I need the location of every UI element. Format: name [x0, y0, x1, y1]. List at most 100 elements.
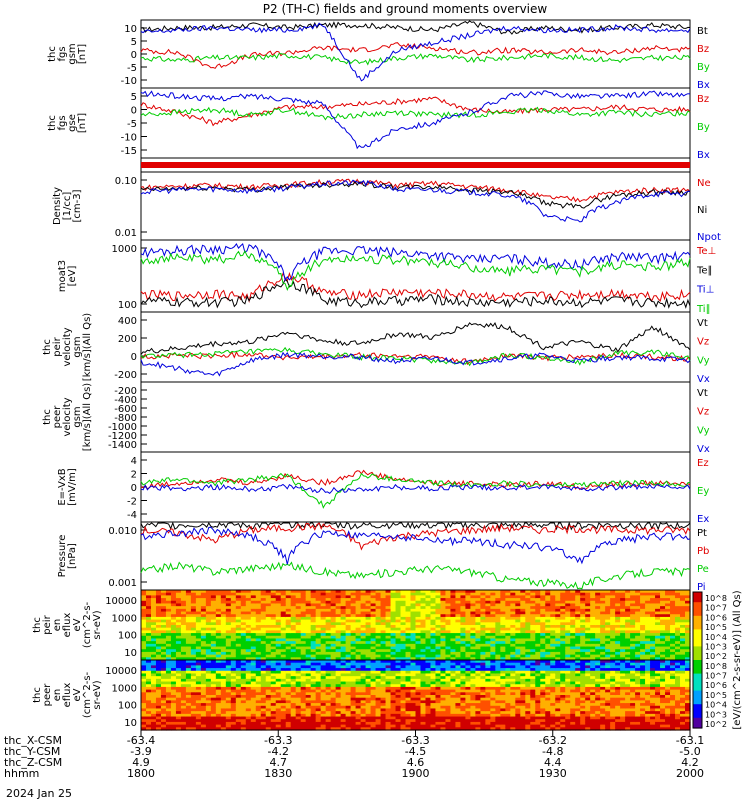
spectrogram-cell	[275, 611, 282, 615]
spectrogram-cell	[245, 665, 252, 669]
spectrogram-cell	[260, 678, 267, 683]
spectrogram-cell	[170, 616, 177, 621]
spectrogram-cell	[455, 622, 462, 626]
spectrogram-cell	[215, 649, 222, 653]
spectrogram-cell	[310, 608, 317, 613]
spectrogram-cell	[255, 595, 262, 599]
spectrogram-cell	[485, 590, 491, 594]
spectrogram-cell	[420, 665, 427, 669]
spectrogram-cell	[270, 651, 277, 656]
spectrogram-cell	[270, 673, 277, 677]
spectrogram-cell	[630, 641, 636, 645]
spectrogram-cell	[545, 630, 551, 634]
spectrogram-cell	[295, 619, 302, 623]
spectrogram-cell	[560, 643, 566, 648]
spectrogram-cell	[395, 598, 402, 602]
spectrogram-cell	[440, 697, 447, 701]
spectrogram-cell	[500, 705, 506, 710]
spectrogram-cell	[375, 630, 382, 634]
spectrogram-cell	[635, 627, 641, 631]
spectrogram-cell	[235, 713, 242, 718]
spectrogram-cell	[555, 606, 561, 610]
spectrogram-cell	[440, 681, 447, 685]
spectrogram-cell	[350, 630, 357, 634]
spectrogram-cell	[300, 641, 307, 645]
spectrogram-cell	[315, 608, 322, 613]
spectrogram-cell	[555, 651, 561, 656]
spectrogram-cell	[220, 684, 227, 688]
spectrogram-cell	[195, 590, 202, 594]
spectrogram-cell	[255, 614, 262, 618]
spectrogram-cell	[185, 662, 192, 666]
spectrogram-cell	[185, 646, 192, 650]
spectrogram-cell	[300, 654, 307, 658]
spectrogram-cell	[305, 590, 312, 594]
spectrogram-cell	[145, 657, 152, 661]
spectrogram-cell	[141, 708, 147, 712]
spectrogram-cell	[380, 708, 387, 712]
spectrogram-cell	[400, 719, 407, 723]
series-Ni	[140, 180, 691, 209]
spectrogram-cell	[230, 643, 237, 648]
spectrogram-cell	[240, 608, 247, 613]
spectrogram-cell	[350, 662, 357, 666]
spectrogram-cell	[330, 630, 337, 634]
spectrogram-cell	[410, 614, 417, 618]
spectrogram-cell	[570, 611, 576, 615]
spectrogram-cell	[205, 630, 212, 634]
spectrogram-cell	[380, 611, 387, 615]
spectrogram-cell	[485, 686, 491, 691]
spectrogram-cell	[615, 635, 621, 640]
spectrogram-cell	[350, 646, 357, 650]
spectrogram-cell	[555, 603, 561, 607]
spectrogram-cell	[460, 727, 467, 731]
spectrogram-cell	[340, 606, 347, 610]
spectrogram-cell	[440, 598, 447, 602]
spectrogram-cell	[145, 697, 152, 701]
spectrogram-cell	[440, 608, 447, 613]
spectrogram-cell	[665, 638, 671, 642]
spectrogram-cell	[285, 625, 292, 629]
spectrogram-cell	[295, 643, 302, 648]
spectrogram-cell	[365, 662, 372, 666]
spectrogram-cell	[155, 681, 162, 685]
spectrogram-cell	[255, 646, 262, 650]
spectrogram-cell	[480, 695, 486, 699]
spectrogram-cell	[500, 630, 506, 634]
spectrogram-cell	[335, 662, 342, 666]
spectrogram-cell	[225, 684, 232, 688]
spectrogram-cell	[200, 651, 207, 656]
spectrogram-cell	[510, 633, 516, 637]
spectrogram-cell	[645, 651, 651, 656]
spectrogram-cell	[220, 630, 227, 634]
spectrogram-cell	[395, 643, 402, 648]
spectrogram-cell	[330, 600, 337, 605]
spectrogram-cell	[275, 630, 282, 634]
spectrogram-cell	[630, 606, 636, 610]
spectrogram-cell	[370, 678, 377, 683]
spectrogram-cell	[490, 630, 496, 634]
spectrogram-cell	[350, 700, 357, 704]
spectrogram-cell	[240, 697, 247, 701]
spectrogram-cell	[375, 678, 382, 683]
spectrogram-cell	[250, 681, 257, 685]
spectrogram-cell	[270, 603, 277, 607]
spectrogram-cell	[240, 600, 247, 605]
spectrogram-cell	[270, 611, 277, 615]
spectrogram-cell	[475, 724, 481, 728]
spectrogram-cell	[550, 638, 556, 642]
spectrogram-cell	[250, 711, 257, 715]
spectrogram-cell	[245, 654, 252, 658]
spectrogram-cell	[220, 673, 227, 677]
spectrogram-cell	[145, 684, 152, 688]
spectrogram-cell	[195, 635, 202, 640]
spectrogram-cell	[305, 641, 312, 645]
spectrogram-cell	[375, 724, 382, 728]
spectrogram-cell	[665, 595, 671, 599]
spectrogram-cell	[645, 635, 651, 640]
spectrogram-cell	[300, 649, 307, 653]
spectrogram-cell	[455, 611, 462, 615]
spectrogram-cell	[665, 611, 671, 615]
spectrogram-cell	[185, 681, 192, 685]
spectrogram-cell	[270, 676, 277, 680]
